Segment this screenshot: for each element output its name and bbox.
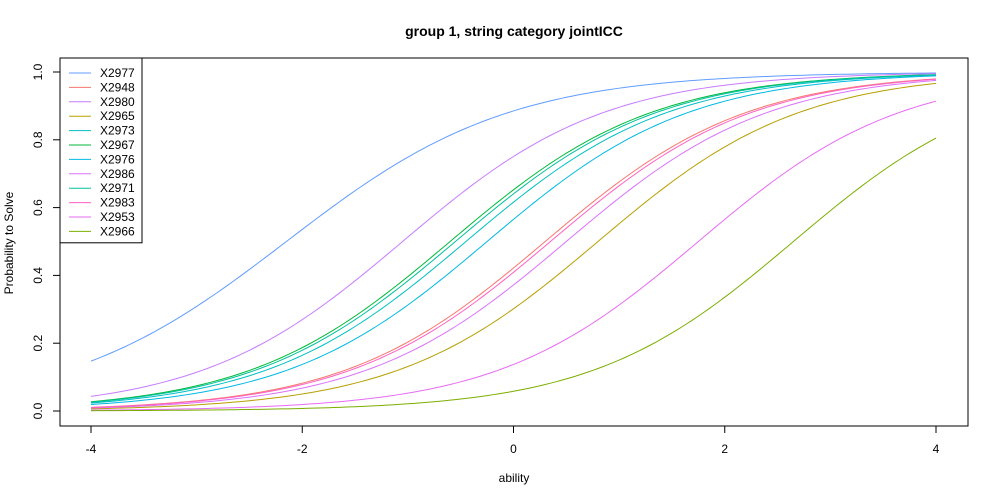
y-tick-label: 0.6 [31, 199, 45, 216]
legend-label-X2977: X2977 [100, 66, 135, 80]
legend-label-X2967: X2967 [100, 138, 135, 152]
y-tick-label: 0.0 [31, 402, 45, 419]
y-tick-label: 1.0 [31, 63, 45, 80]
legend-label-X2976: X2976 [100, 152, 135, 166]
series-line-X2965 [90, 82, 937, 410]
series-line-X2983 [90, 78, 937, 409]
x-tick-label: 0 [510, 442, 517, 456]
plot-frame [59, 57, 969, 427]
series-line-X2973 [90, 74, 937, 404]
legend-label-X2980: X2980 [100, 95, 135, 109]
series-line-X2971 [90, 74, 937, 403]
x-tick-label: -4 [86, 442, 97, 456]
curves-group [90, 72, 937, 412]
legend: X2977X2948X2980X2965X2973X2967X2976X2986… [59, 57, 143, 244]
legend-label-X2983: X2983 [100, 196, 135, 210]
series-line-X2976 [90, 75, 937, 406]
series-line-X2980 [90, 73, 937, 397]
x-tick-label: 4 [933, 442, 940, 456]
x-axis-label: ability [499, 471, 530, 485]
series-line-X2986 [90, 79, 937, 409]
legend-label-X2973: X2973 [100, 124, 135, 138]
legend-label-X2986: X2986 [100, 167, 135, 181]
x-axis: -4 -2 0 2 4 [86, 425, 940, 456]
chart-title: group 1, string category jointICC [405, 23, 623, 39]
x-tick-label: 2 [721, 442, 728, 456]
legend-label-X2966: X2966 [100, 224, 135, 238]
legend-label-X2965: X2965 [100, 109, 135, 123]
series-line-X2977 [90, 72, 937, 362]
y-axis: 0.0 0.2 0.4 0.6 0.8 1.0 [31, 63, 61, 419]
y-tick-label: 0.2 [31, 335, 45, 352]
y-tick-label: 0.4 [31, 267, 45, 284]
legend-label-X2953: X2953 [100, 210, 135, 224]
legend-label-X2971: X2971 [100, 181, 135, 195]
y-tick-label: 0.8 [31, 131, 45, 148]
legend-box [59, 57, 143, 244]
x-tick-label: -2 [297, 442, 308, 456]
y-axis-label: Probability to Solve [2, 191, 16, 294]
series-line-X2953 [90, 100, 937, 411]
series-line-X2948 [90, 78, 937, 408]
legend-label-X2948: X2948 [100, 80, 135, 94]
series-line-X2966 [90, 137, 937, 412]
series-line-X2967 [90, 74, 937, 403]
